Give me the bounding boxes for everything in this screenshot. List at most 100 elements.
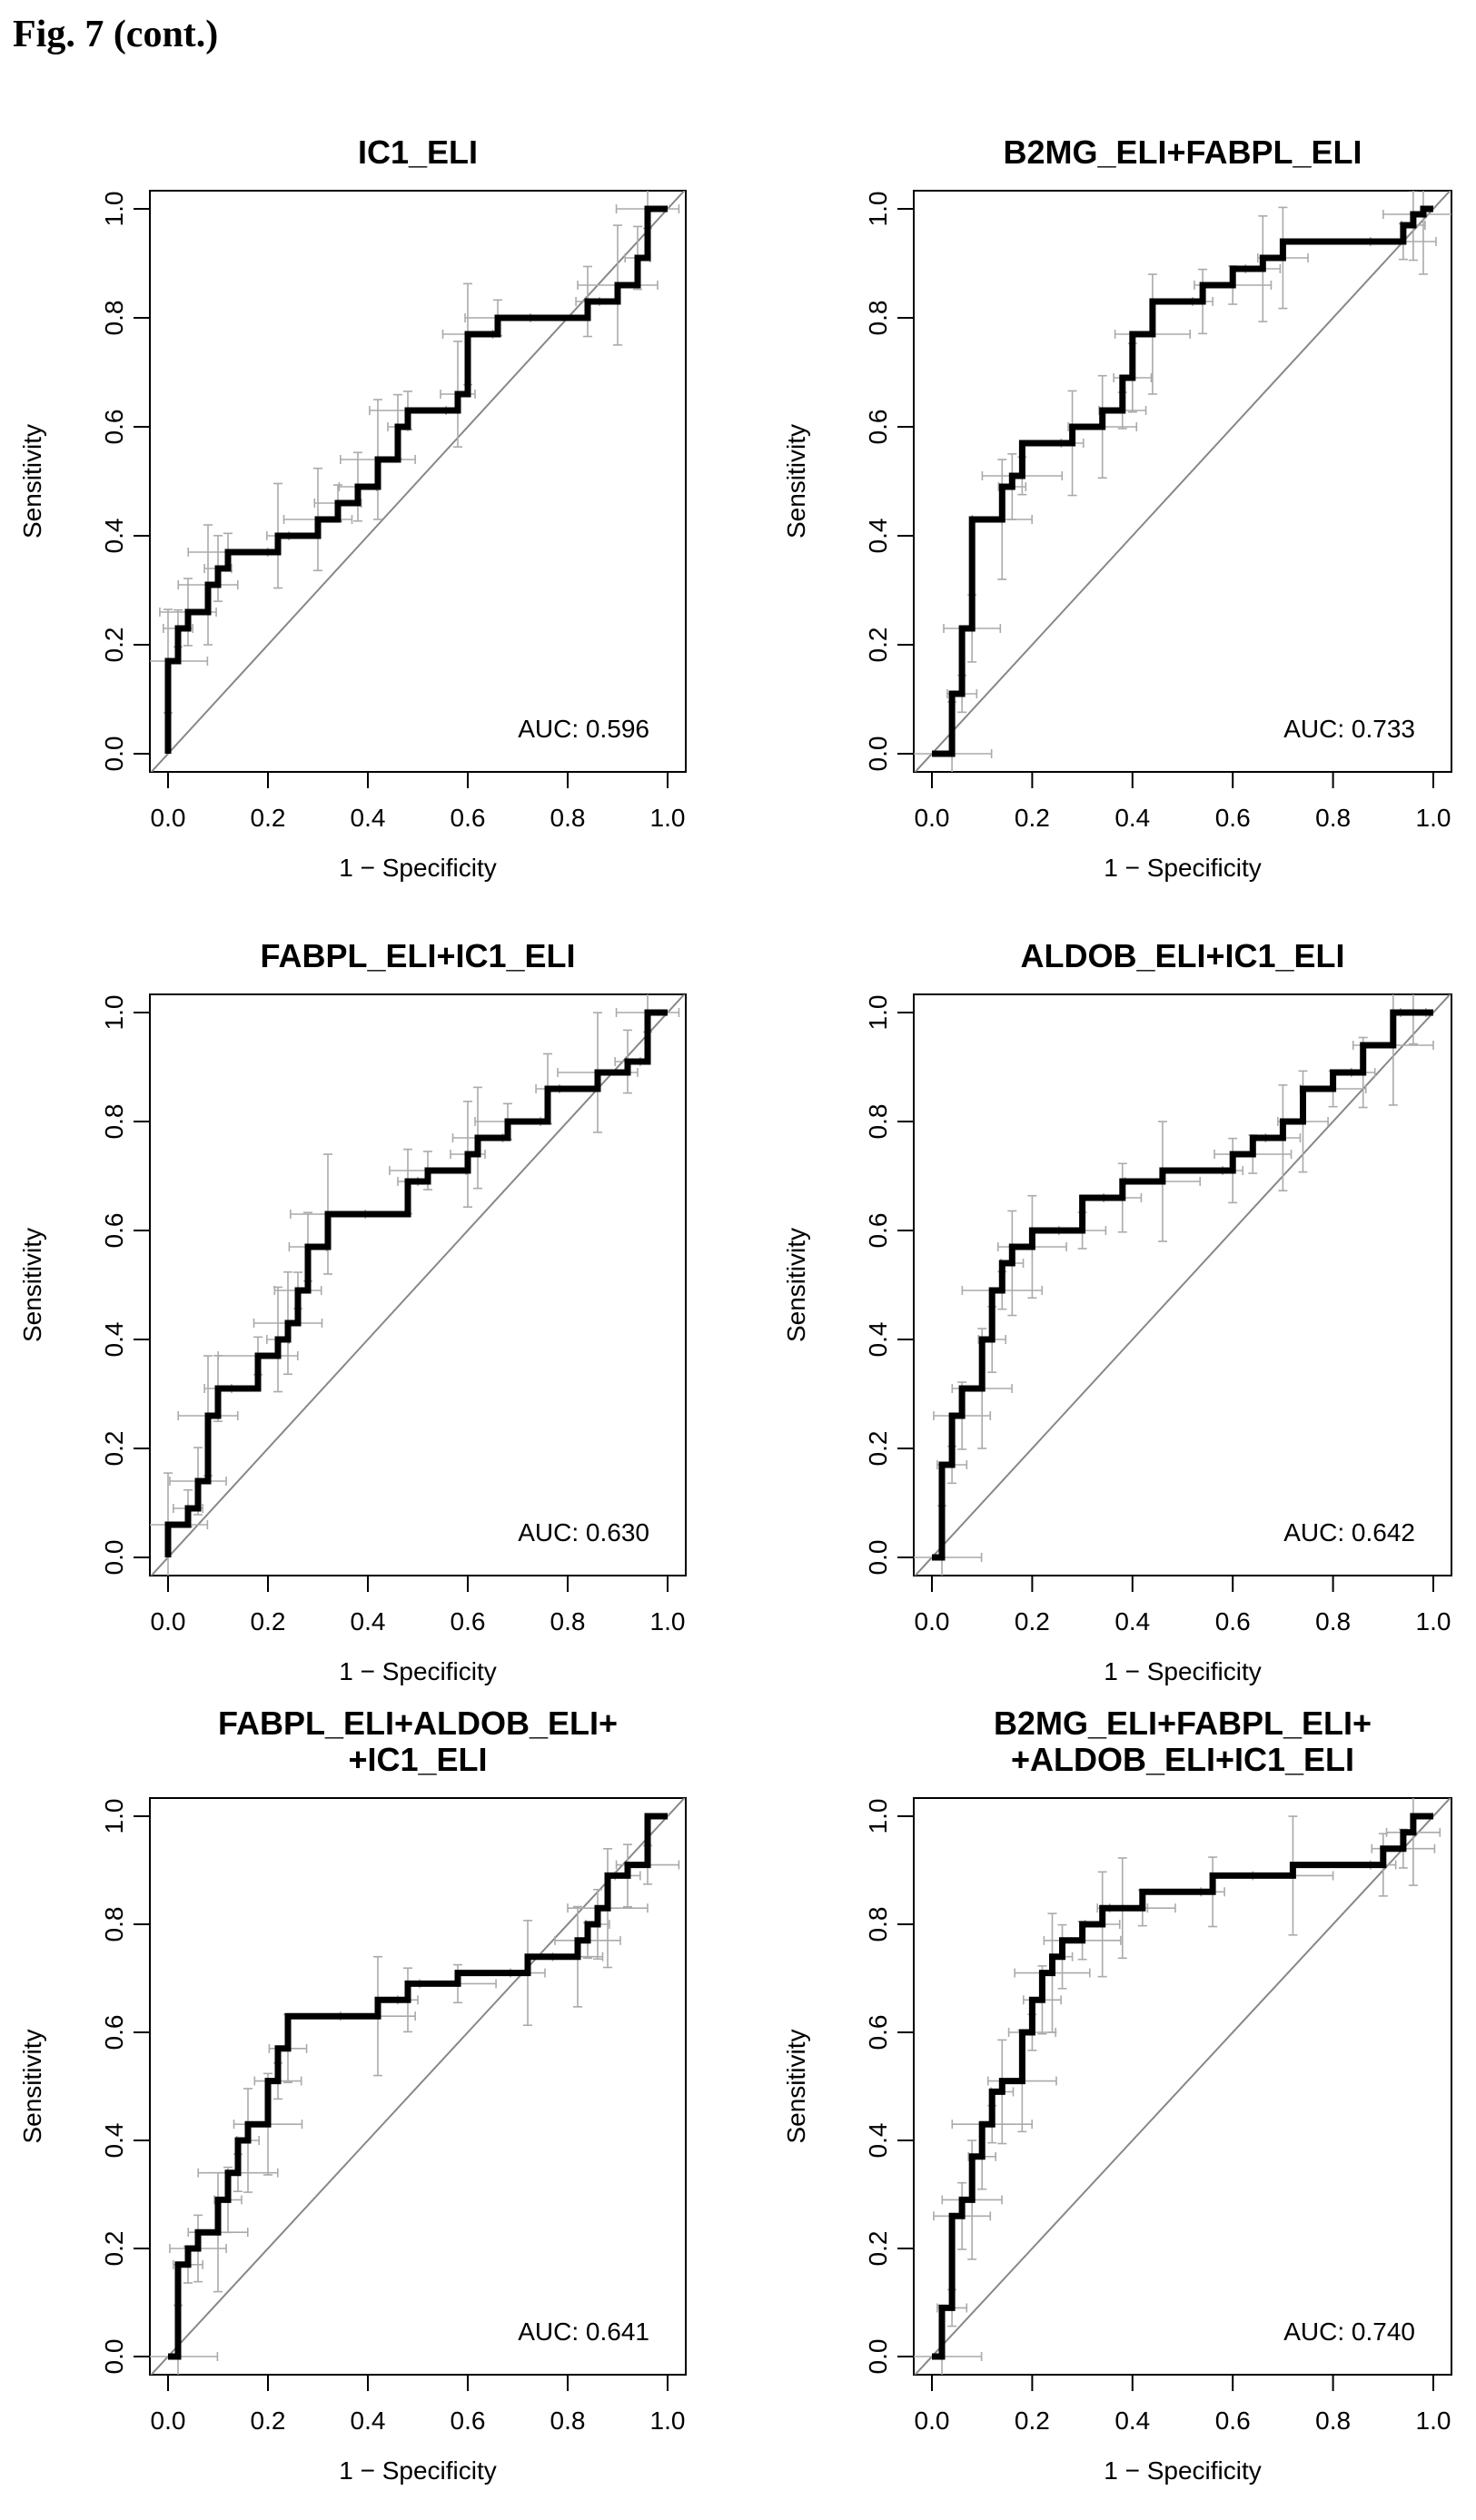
chart-title: FABPL_ELI+IC1_ELI [260, 937, 575, 974]
chart-title: FABPL_ELI+ALDOB_ELI+ [218, 1705, 618, 1742]
x-tick-label: 0.0 [151, 804, 186, 832]
auc-label: AUC: 0.596 [518, 715, 649, 743]
y-tick-label: 0.4 [864, 2123, 892, 2159]
y-tick-label: 0.4 [864, 1322, 892, 1358]
y-tick-label: 0.8 [100, 301, 128, 336]
x-tick-label: 0.0 [151, 1607, 186, 1636]
roc-curve [932, 1813, 1433, 2360]
y-tick-label: 1.0 [864, 1799, 892, 1834]
x-tick-label: 0.4 [1114, 804, 1150, 832]
y-tick-label: 0.4 [100, 2123, 128, 2159]
y-tick-label: 1.0 [100, 192, 128, 227]
y-tick-label: 0.0 [100, 736, 128, 772]
x-tick-label: 0.2 [251, 2406, 286, 2435]
x-tick-label: 0.4 [351, 804, 386, 832]
y-tick-label: 0.6 [100, 2015, 128, 2051]
chart-title: IC1_ELI [358, 133, 478, 171]
x-tick-label: 1.0 [650, 804, 686, 832]
chart-title: ALDOB_ELI+IC1_ELI [1020, 937, 1344, 974]
y-tick-label: 0.2 [864, 628, 892, 663]
confidence-bars [914, 1798, 1441, 2375]
y-tick-label: 0.0 [864, 1540, 892, 1576]
x-tick-label: 1.0 [650, 1607, 686, 1636]
x-tick-label: 0.2 [251, 1607, 286, 1636]
x-tick-label: 1.0 [650, 2406, 686, 2435]
x-tick-label: 0.2 [1015, 2406, 1050, 2435]
auc-label: AUC: 0.733 [1283, 715, 1415, 743]
roc-panel-5: 0.0 0.2 0.4 0.6 0.8 1.0 0.0 0.2 0.4 0.6 0.8 1.0 1 − … [18, 1705, 687, 2485]
y-tick-label: 0.6 [864, 2015, 892, 2051]
y-tick-label: 0.6 [100, 1213, 128, 1249]
x-tick-label: 0.6 [451, 2406, 486, 2435]
confidence-bars [150, 191, 680, 714]
chart-title: B2MG_ELI+FABPL_ELI [1003, 133, 1362, 171]
x-tick-label: 0.0 [915, 2406, 950, 2435]
x-tick-label: 0.4 [351, 1607, 386, 1636]
x-tick-label: 0.6 [1215, 804, 1251, 832]
y-tick-label: 0.2 [100, 2231, 128, 2267]
figure-label: Fig. 7 (cont.) [13, 14, 219, 55]
chart-title: +ALDOB_ELI+IC1_ELI [1011, 1741, 1354, 1778]
y-tick-label: 0.2 [864, 1431, 892, 1467]
y-axis-label: Sensitivity [782, 2029, 810, 2143]
y-tick-label: 1.0 [100, 995, 128, 1031]
chance-diagonal-line [914, 1798, 1451, 2375]
chance-diagonal-line [150, 994, 686, 1576]
y-axis-label: Sensitivity [782, 1228, 810, 1342]
plot-frame [149, 993, 687, 1576]
chart-title: +IC1_ELI [348, 1741, 487, 1778]
plot-frame [149, 190, 687, 773]
y-tick-label: 0.2 [100, 1431, 128, 1467]
x-tick-label: 0.4 [351, 2406, 386, 2435]
y-tick-label: 0.2 [864, 2231, 892, 2267]
y-tick-label: 0.6 [864, 1213, 892, 1249]
y-tick-label: 0.0 [864, 736, 892, 772]
confidence-bars [914, 191, 1451, 772]
auc-label: AUC: 0.740 [1283, 2317, 1415, 2346]
x-axis-label: 1 − Specificity [339, 1657, 497, 1685]
y-tick-label: 0.4 [100, 519, 128, 554]
x-tick-label: 0.8 [1315, 2406, 1351, 2435]
x-tick-label: 0.6 [1215, 2406, 1251, 2435]
y-axis-label: Sensitivity [782, 424, 810, 539]
x-tick-label: 0.0 [151, 2406, 186, 2435]
x-tick-label: 0.2 [1015, 804, 1050, 832]
roc-panel-6: 0.0 0.2 0.4 0.6 0.8 1.0 0.0 0.2 0.4 0.6 0.8 1.0 1 − … [782, 1705, 1452, 2485]
y-tick-label: 1.0 [864, 192, 892, 227]
y-tick-label: 0.4 [864, 519, 892, 554]
y-tick-label: 0.8 [100, 1907, 128, 1942]
auc-label: AUC: 0.630 [518, 1518, 649, 1547]
y-tick-label: 0.6 [864, 410, 892, 445]
x-tick-label: 0.8 [550, 804, 586, 832]
y-tick-label: 0.8 [100, 1104, 128, 1140]
roc-panel-1: 0.0 0.2 0.4 0.6 0.8 1.0 0.0 0.2 0.4 0.6 0.8 1.0 1 − … [18, 133, 687, 882]
roc-curve [168, 1813, 668, 2360]
x-tick-label: 0.8 [550, 1607, 586, 1636]
x-tick-label: 0.6 [1215, 1607, 1251, 1636]
roc-panel-4: 0.0 0.2 0.4 0.6 0.8 1.0 0.0 0.2 0.4 0.6 0.8 1.0 1 − … [782, 937, 1452, 1685]
roc-panel-2: 0.0 0.2 0.4 0.6 0.8 1.0 0.0 0.2 0.4 0.6 0.8 1.0 1 − … [782, 133, 1452, 882]
y-tick-label: 0.0 [100, 1540, 128, 1576]
auc-label: AUC: 0.641 [518, 2317, 649, 2346]
x-tick-label: 1.0 [1416, 804, 1451, 832]
x-tick-label: 1.0 [1416, 2406, 1451, 2435]
chance-diagonal-line [914, 994, 1451, 1576]
y-tick-label: 0.8 [864, 1907, 892, 1942]
x-tick-label: 1.0 [1416, 1607, 1451, 1636]
x-tick-label: 0.0 [915, 1607, 950, 1636]
x-axis-label: 1 − Specificity [1104, 2456, 1262, 2485]
y-axis-label: Sensitivity [18, 2029, 46, 2143]
y-tick-label: 0.4 [100, 1322, 128, 1358]
x-axis-label: 1 − Specificity [339, 2456, 497, 2485]
y-tick-label: 1.0 [864, 995, 892, 1031]
y-tick-label: 0.8 [864, 301, 892, 336]
roc-panel-3: 0.0 0.2 0.4 0.6 0.8 1.0 0.0 0.2 0.4 0.6 0.8 1.0 1 − … [18, 937, 687, 1685]
y-tick-label: 1.0 [100, 1799, 128, 1834]
x-tick-label: 0.6 [451, 1607, 486, 1636]
roc-curve [164, 1009, 668, 1557]
x-tick-label: 0.4 [1114, 2406, 1150, 2435]
x-axis-label: 1 − Specificity [1104, 1657, 1262, 1685]
y-tick-label: 0.2 [100, 628, 128, 663]
x-tick-label: 0.8 [1315, 1607, 1351, 1636]
